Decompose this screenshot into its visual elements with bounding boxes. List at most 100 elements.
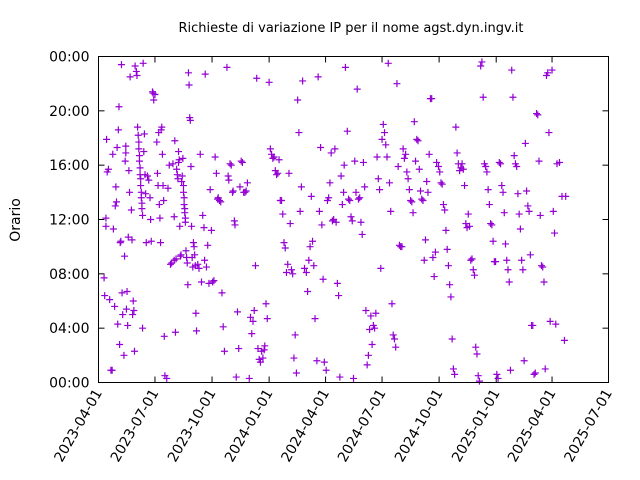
data-point bbox=[562, 192, 570, 200]
data-point bbox=[351, 157, 359, 165]
data-point bbox=[128, 236, 136, 244]
data-point bbox=[461, 182, 469, 190]
data-point bbox=[205, 279, 213, 287]
data-point bbox=[310, 262, 318, 270]
tick-labels: 00:0004:0008:0012:0016:0020:0000:002023-… bbox=[49, 50, 616, 465]
data-point bbox=[509, 93, 517, 101]
data-point bbox=[347, 213, 355, 221]
x-tick-label: 2025-01-01 bbox=[449, 387, 504, 465]
data-point bbox=[464, 210, 472, 218]
data-point bbox=[210, 277, 218, 285]
data-point bbox=[555, 158, 563, 166]
data-point bbox=[451, 370, 459, 378]
data-point bbox=[540, 278, 548, 286]
data-point bbox=[122, 149, 130, 157]
data-point bbox=[526, 251, 534, 259]
data-point bbox=[535, 157, 543, 165]
data-point bbox=[113, 144, 121, 152]
data-point bbox=[390, 335, 398, 343]
data-point bbox=[300, 264, 308, 272]
data-point bbox=[206, 186, 214, 194]
data-point bbox=[531, 369, 539, 377]
data-point bbox=[494, 374, 502, 382]
data-point bbox=[384, 59, 392, 67]
data-point bbox=[525, 207, 533, 215]
x-tick-label: 2025-04-01 bbox=[505, 387, 560, 465]
data-point bbox=[202, 263, 210, 271]
data-point bbox=[387, 207, 395, 215]
data-point bbox=[378, 135, 386, 143]
data-point bbox=[129, 297, 137, 305]
data-point bbox=[199, 211, 207, 219]
data-point bbox=[142, 239, 150, 247]
data-point bbox=[443, 245, 451, 253]
data-point bbox=[346, 196, 354, 204]
data-point bbox=[116, 239, 124, 247]
data-point bbox=[190, 243, 198, 251]
x-tick-label: 2024-01-01 bbox=[222, 387, 277, 465]
data-point bbox=[318, 221, 326, 229]
data-point bbox=[135, 138, 143, 146]
data-point bbox=[275, 156, 283, 164]
x-tick-label: 2024-04-01 bbox=[279, 387, 334, 465]
data-point bbox=[289, 270, 297, 278]
data-point bbox=[251, 262, 259, 270]
data-point bbox=[441, 206, 449, 214]
data-point bbox=[452, 123, 460, 131]
data-point bbox=[319, 275, 327, 283]
data-point bbox=[215, 196, 223, 204]
data-point bbox=[419, 196, 427, 204]
data-point bbox=[188, 222, 196, 230]
data-point bbox=[232, 373, 240, 381]
data-point bbox=[403, 168, 411, 176]
y-axis-title: Orario bbox=[8, 198, 24, 242]
data-point bbox=[539, 263, 547, 271]
data-point bbox=[273, 171, 281, 179]
data-point bbox=[438, 180, 446, 188]
data-point bbox=[359, 158, 367, 166]
data-point bbox=[115, 103, 123, 111]
data-point bbox=[307, 192, 315, 200]
data-point bbox=[120, 351, 128, 359]
data-point bbox=[333, 279, 341, 287]
data-point bbox=[282, 268, 290, 276]
data-point bbox=[389, 331, 397, 339]
data-point bbox=[436, 168, 444, 176]
data-point bbox=[183, 259, 191, 267]
data-point bbox=[372, 309, 380, 317]
data-point bbox=[478, 58, 486, 66]
data-point bbox=[400, 154, 408, 162]
data-point bbox=[485, 201, 493, 209]
data-point bbox=[124, 321, 132, 329]
data-point bbox=[392, 343, 400, 351]
y-tick-label: 08:00 bbox=[49, 267, 89, 283]
data-point bbox=[158, 123, 166, 131]
data-point bbox=[475, 377, 483, 385]
data-point bbox=[180, 188, 187, 196]
data-point bbox=[102, 214, 110, 222]
data-point bbox=[418, 195, 426, 203]
data-point bbox=[453, 149, 461, 157]
data-point bbox=[315, 207, 323, 215]
data-point bbox=[125, 167, 133, 175]
data-point bbox=[112, 198, 120, 206]
data-point bbox=[247, 313, 255, 321]
data-point bbox=[172, 255, 180, 263]
data-point bbox=[175, 156, 183, 164]
data-point bbox=[433, 158, 441, 166]
data-point bbox=[366, 326, 374, 334]
data-point bbox=[409, 209, 417, 217]
data-point bbox=[180, 182, 187, 190]
data-point bbox=[200, 224, 208, 232]
data-point bbox=[536, 211, 544, 219]
data-point bbox=[379, 120, 387, 128]
data-point bbox=[138, 205, 146, 213]
y-tick-label: 16:00 bbox=[49, 158, 89, 174]
data-point bbox=[135, 157, 143, 165]
data-point bbox=[513, 163, 521, 171]
data-point bbox=[274, 169, 282, 177]
data-point bbox=[368, 340, 376, 348]
data-point bbox=[254, 345, 262, 353]
data-point bbox=[444, 262, 452, 270]
data-point bbox=[377, 264, 385, 272]
